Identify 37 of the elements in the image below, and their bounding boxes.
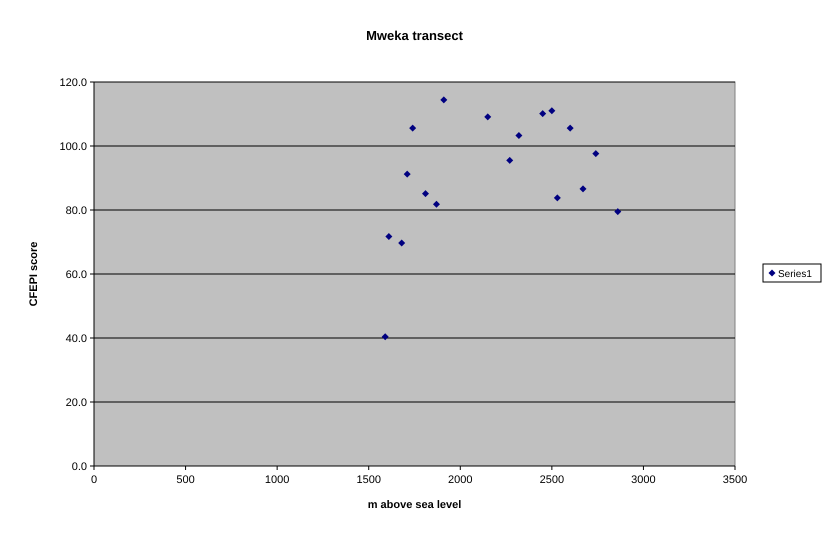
point (409, 124, 416, 132)
x-axis-title: m above sea level (368, 499, 462, 511)
point (440, 96, 448, 104)
y-axis-title: CFEPI score (28, 242, 40, 306)
point (506, 156, 514, 164)
x-tick-label: 2000 (448, 474, 473, 486)
y-tick-label: 40.0 (66, 333, 87, 345)
x-tick-label: 3500 (722, 474, 748, 486)
point (404, 170, 411, 178)
point (385, 233, 392, 240)
point (579, 185, 586, 192)
y-tick-label: 100.0 (59, 141, 87, 153)
x-tick-label: 500 (176, 474, 195, 486)
x-tick-label: 0 (90, 474, 98, 486)
legend-label: Series1 (778, 269, 812, 280)
point (432, 200, 440, 208)
point (422, 190, 429, 198)
point (484, 113, 492, 120)
point (566, 124, 574, 132)
y-tick-label: 80.0 (66, 205, 87, 217)
point (548, 107, 556, 114)
point (592, 150, 600, 158)
point (539, 110, 546, 118)
x-tick-label: 1000 (264, 474, 290, 486)
x-tick-label: 1500 (356, 474, 381, 486)
y-tick-label: 120.0 (59, 77, 87, 89)
point (515, 132, 522, 139)
x-tick-label: 3000 (631, 474, 656, 486)
x-tick-label: 2500 (540, 474, 564, 486)
point (382, 333, 389, 340)
y-tick-label: 20.0 (66, 397, 87, 409)
point (398, 239, 406, 246)
point (554, 194, 561, 202)
chart-title: Mweka transect (366, 28, 464, 43)
y-tick-label: 0.0 (72, 461, 87, 473)
point (614, 208, 622, 216)
y-tick-label: 60.0 (66, 269, 87, 281)
